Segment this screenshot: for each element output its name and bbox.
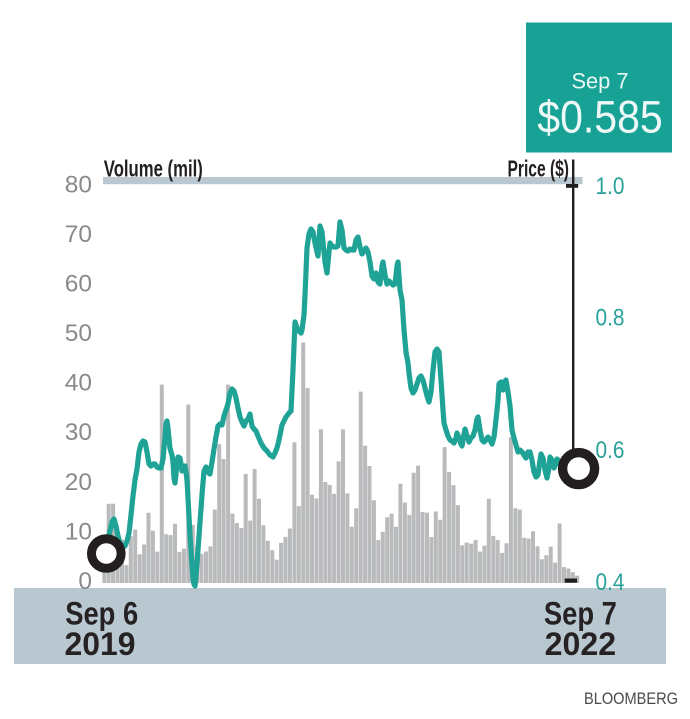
svg-text:Volume (mil): Volume (mil) [104, 156, 203, 182]
svg-text:Sep 7: Sep 7 [544, 596, 617, 632]
svg-text:30: 30 [65, 419, 92, 446]
svg-text:Sep 7: Sep 7 [572, 68, 629, 93]
svg-text:50: 50 [65, 320, 92, 347]
svg-text:10: 10 [65, 518, 92, 545]
svg-text:20: 20 [65, 469, 92, 496]
svg-text:Price ($): Price ($) [508, 156, 570, 182]
svg-text:0.6: 0.6 [596, 437, 625, 464]
svg-text:BLOOMBERG: BLOOMBERG [584, 690, 678, 708]
svg-text:70: 70 [65, 221, 92, 248]
svg-text:$0.585: $0.585 [537, 92, 663, 143]
svg-text:40: 40 [65, 370, 92, 397]
svg-text:1.0: 1.0 [596, 173, 625, 200]
svg-text:2022: 2022 [545, 626, 617, 662]
svg-text:Sep 6: Sep 6 [65, 596, 138, 632]
svg-text:80: 80 [65, 171, 92, 198]
svg-text:0.8: 0.8 [596, 305, 625, 332]
svg-text:0.4: 0.4 [596, 569, 625, 596]
svg-text:60: 60 [65, 271, 92, 298]
svg-text:2019: 2019 [65, 626, 136, 662]
svg-text:0: 0 [78, 568, 92, 595]
